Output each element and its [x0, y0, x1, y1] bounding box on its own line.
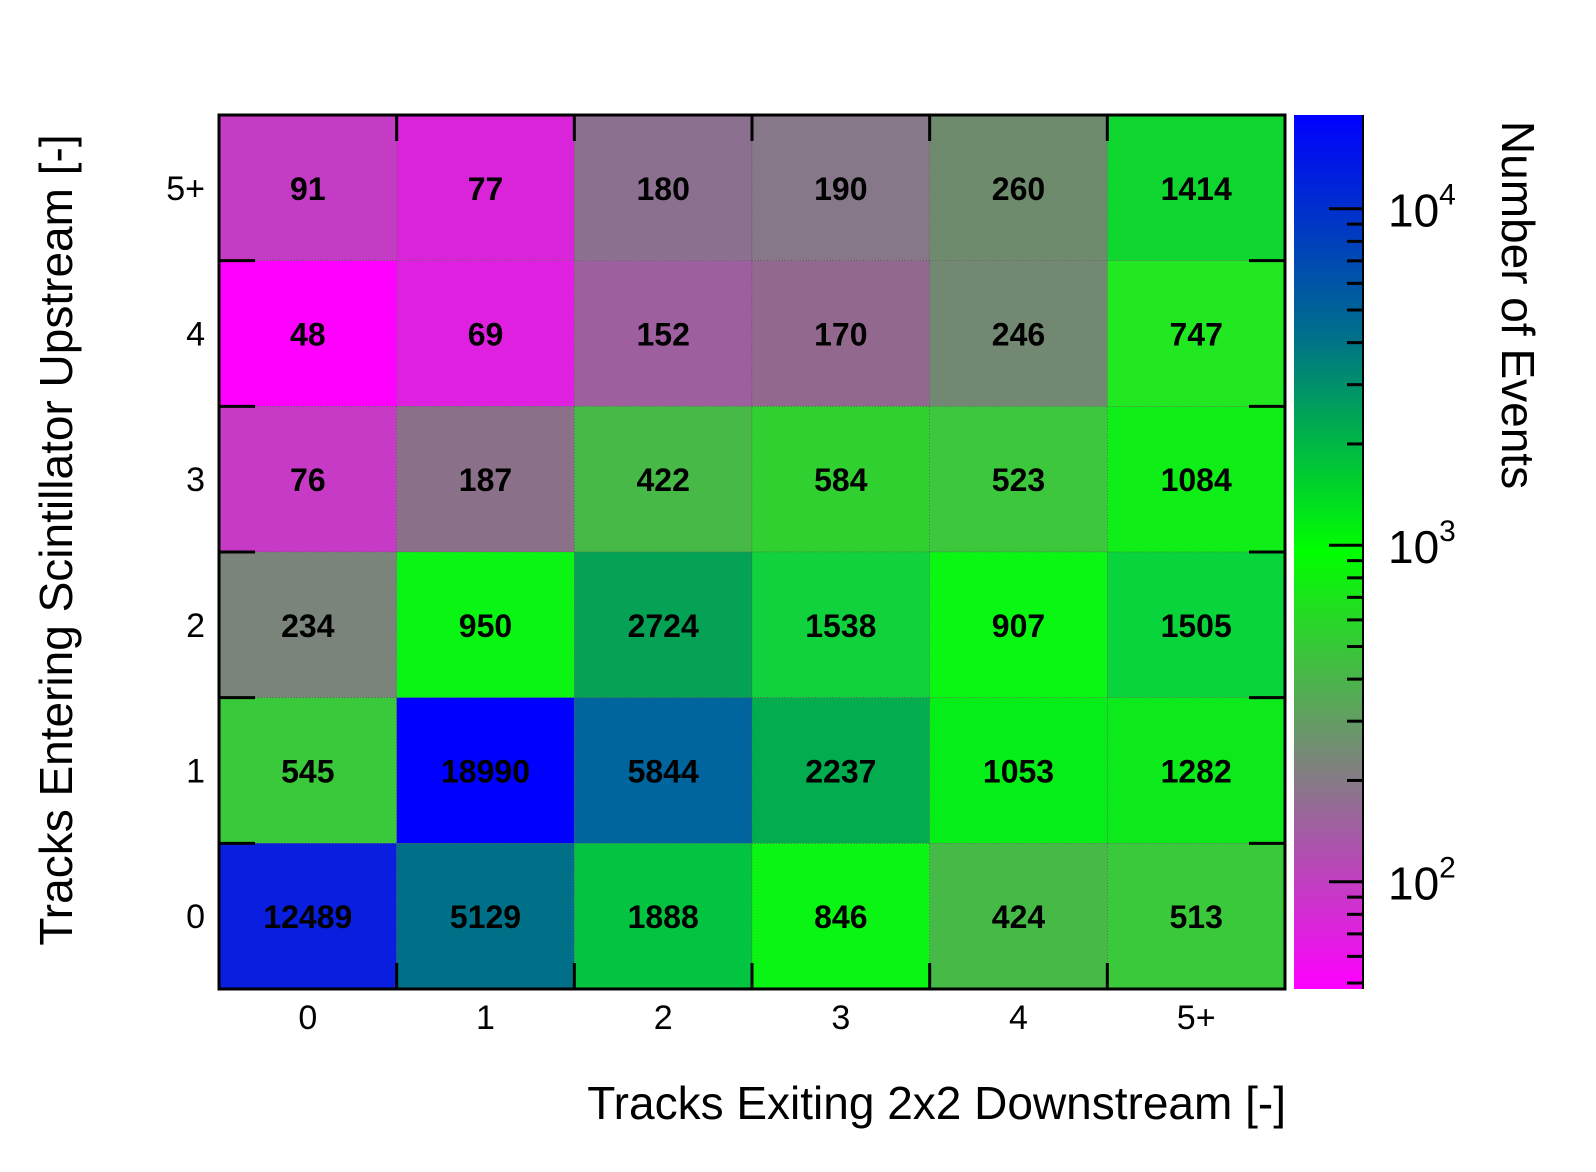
cell-value-label: 190: [814, 171, 867, 207]
cell-value-label: 246: [992, 317, 1045, 353]
heatmap-cell: [396, 114, 575, 261]
cell-value-label: 747: [1169, 317, 1222, 353]
heatmap-cell: [751, 697, 930, 844]
cell-value-label: 77: [468, 171, 504, 207]
cell-value-label: 1084: [1161, 462, 1232, 498]
heatmap-cells: [218, 114, 1286, 990]
colorbar-tick-label: 104: [1388, 179, 1456, 237]
cell-value-label: 91: [290, 171, 326, 207]
cell-value-label: 846: [814, 899, 867, 935]
heatmap-cell: [929, 114, 1108, 261]
y-tick-label: 1: [186, 753, 205, 791]
heatmap-cell: [574, 843, 753, 990]
cell-value-label: 76: [290, 462, 326, 498]
heatmap-cell: [751, 260, 930, 407]
heatmap-cell: [396, 551, 575, 698]
cell-value-label: 12489: [263, 899, 352, 935]
heatmap-cell: [1107, 406, 1286, 553]
y-tick-label: 0: [186, 898, 205, 936]
cell-value-label: 523: [992, 462, 1045, 498]
cell-value-label: 170: [814, 317, 867, 353]
heatmap-cell: [218, 406, 397, 553]
heatmap-cell: [751, 843, 930, 990]
heatmap-cell: [396, 260, 575, 407]
colorbar: 102 103 104: [1294, 115, 1456, 989]
heatmap-cell: [396, 406, 575, 553]
heatmap-cell: [929, 406, 1108, 553]
heatmap-cell: [751, 551, 930, 698]
y-tick-label: 2: [186, 607, 205, 645]
cell-value-label: 2237: [805, 754, 876, 790]
heatmap-cell: [751, 406, 930, 553]
cell-value-label: 48: [290, 317, 326, 353]
x-tick-label: 5+: [1177, 999, 1216, 1037]
heatmap-cell: [574, 697, 753, 844]
cell-value-label: 5129: [450, 899, 521, 935]
cell-value-label: 1888: [628, 899, 699, 935]
heatmap-cell: [929, 551, 1108, 698]
heatmap-cell: [218, 114, 397, 261]
cell-value-label: 950: [459, 608, 512, 644]
cell-value-label: 422: [636, 462, 689, 498]
cell-value-label: 152: [636, 317, 689, 353]
cell-value-label: 1414: [1161, 171, 1232, 207]
cell-value-label: 513: [1169, 899, 1222, 935]
x-tick-label: 0: [298, 999, 317, 1037]
x-axis-ticks: 0 1 2 3 4 5+: [298, 115, 1216, 1037]
cell-value-label: 69: [468, 317, 504, 353]
heatmap-cell: [218, 551, 397, 698]
x-axis-label: Tracks Exiting 2x2 Downstream [-]: [587, 1077, 1286, 1129]
colorbar-label: Number of Events: [1492, 120, 1544, 490]
x-tick-label: 2: [654, 999, 673, 1037]
heatmap-cell: [929, 260, 1108, 407]
x-tick-label: 4: [1009, 999, 1028, 1037]
heatmap-cell: [396, 843, 575, 990]
cell-value-label: 5844: [628, 754, 699, 790]
cell-value-label: 180: [636, 171, 689, 207]
cell-value-label: 424: [992, 899, 1046, 935]
cell-value-label: 18990: [441, 754, 530, 790]
cell-value-label: 234: [281, 608, 335, 644]
cell-value-label: 187: [459, 462, 512, 498]
cell-value-label: 1053: [983, 754, 1054, 790]
cell-value-label: 260: [992, 171, 1045, 207]
heatmap-cell: [574, 551, 753, 698]
heatmap-cell: [1107, 843, 1286, 990]
heatmap-cell: [1107, 260, 1286, 407]
cell-value-label: 1505: [1161, 608, 1232, 644]
heatmap-cell: [929, 843, 1108, 990]
cell-value-label: 1538: [805, 608, 876, 644]
colorbar-tick-label: 103: [1388, 515, 1456, 573]
y-tick-label: 3: [186, 461, 205, 499]
cell-value-label: 584: [814, 462, 868, 498]
heatmap-cell: [1107, 697, 1286, 844]
heatmap-cell: [929, 697, 1108, 844]
cell-value-label: 1282: [1161, 754, 1232, 790]
heatmap-cell: [1107, 114, 1286, 261]
heatmap-cell: [574, 114, 753, 261]
heatmap-cell: [574, 260, 753, 407]
cell-value-label: 2724: [628, 608, 699, 644]
y-tick-label: 5+: [166, 170, 205, 208]
colorbar-gradient: [1294, 115, 1363, 989]
y-tick-label: 4: [186, 316, 205, 354]
heatmap-cell: [1107, 551, 1286, 698]
x-tick-label: 1: [476, 999, 495, 1037]
heatmap-cell: [396, 697, 575, 844]
heatmap-cell: [751, 114, 930, 261]
colorbar-tick-label: 102: [1388, 852, 1456, 910]
heatmap-cell: [218, 697, 397, 844]
y-axis-label: Tracks Entering Scintillator Upstream [-…: [30, 134, 82, 946]
x-tick-label: 3: [831, 999, 850, 1037]
heatmap-cell-labels: 91 77 180 190 260 1414 48 69 152 170 246 747 76 187 42…: [263, 171, 1232, 935]
cell-value-label: 907: [992, 608, 1045, 644]
heatmap-cell: [574, 406, 753, 553]
cell-value-label: 545: [281, 754, 334, 790]
